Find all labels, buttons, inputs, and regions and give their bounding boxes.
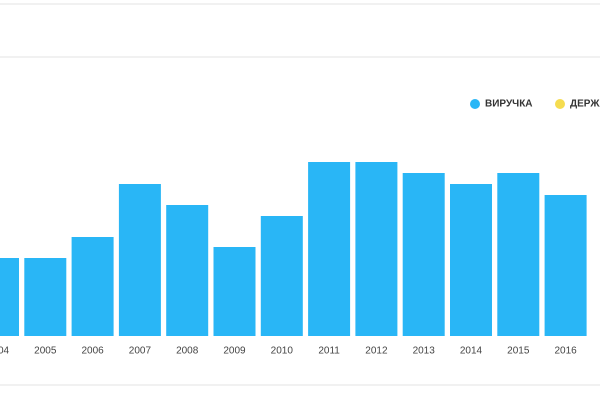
bar bbox=[71, 237, 114, 336]
bar bbox=[260, 216, 303, 336]
x-tick-label: 2010 bbox=[271, 346, 294, 357]
bar bbox=[118, 184, 161, 336]
bar bbox=[166, 205, 209, 336]
x-tick-label: 2016 bbox=[554, 346, 577, 357]
legend-dot bbox=[555, 99, 565, 109]
x-tick-label: 2006 bbox=[81, 346, 104, 357]
bar bbox=[450, 184, 492, 336]
top-card bbox=[0, 0, 600, 5]
bar bbox=[402, 173, 445, 336]
x-tick-label: 2009 bbox=[223, 346, 246, 357]
legend-dot bbox=[470, 99, 480, 109]
x-tick-label: 2012 bbox=[365, 346, 388, 357]
legend-label: ВИРУЧКА bbox=[485, 99, 533, 110]
bar bbox=[308, 162, 351, 336]
bar bbox=[355, 162, 398, 336]
x-tick-label: 2004 bbox=[0, 346, 10, 357]
x-tick-label: 2008 bbox=[176, 346, 199, 357]
x-tick-label: 2013 bbox=[413, 346, 436, 357]
x-tick-label: 2015 bbox=[507, 346, 530, 357]
x-tick-label: 2014 bbox=[460, 346, 483, 357]
bar bbox=[544, 195, 587, 336]
x-tick-label: 2007 bbox=[129, 346, 152, 357]
bar bbox=[24, 258, 67, 336]
legend-label: ДЕРЖА bbox=[570, 99, 600, 110]
x-tick-label: 2005 bbox=[34, 346, 57, 357]
bar bbox=[497, 173, 540, 336]
x-tick-label: 2011 bbox=[318, 346, 340, 357]
bar bbox=[213, 247, 256, 336]
bar bbox=[0, 258, 19, 336]
